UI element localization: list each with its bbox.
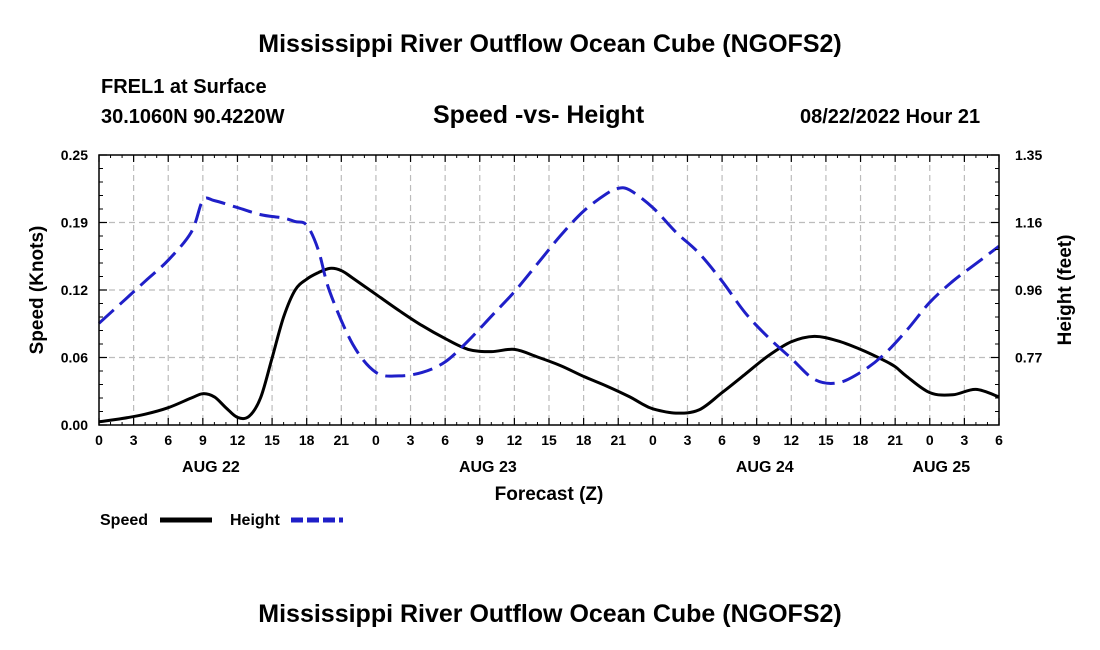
x-axis-title: Forecast (Z) — [495, 484, 604, 505]
x-day-label: AUG 23 — [459, 459, 517, 476]
x-tick-label: 6 — [718, 432, 726, 448]
x-tick-label: 6 — [164, 432, 172, 448]
y2-tick-label: 1.16 — [1015, 215, 1042, 231]
y2-tick-label: 0.77 — [1015, 350, 1042, 366]
x-tick-label: 3 — [960, 432, 968, 448]
x-tick-label: 9 — [753, 432, 761, 448]
x-tick-label: 21 — [887, 432, 903, 448]
x-tick-label: 0 — [95, 432, 103, 448]
x-tick-label: 21 — [334, 432, 350, 448]
y2-tick-label: 1.35 — [1015, 147, 1042, 163]
x-tick-label: 18 — [576, 432, 592, 448]
x-tick-label: 12 — [230, 432, 246, 448]
data-series — [97, 186, 1000, 424]
y-tick-label: 0.25 — [61, 147, 88, 163]
x-tick-label: 18 — [853, 432, 869, 448]
x-tick-label: 6 — [995, 432, 1003, 448]
x-tick-label: 21 — [610, 432, 626, 448]
station-label: FREL1 at Surface — [101, 76, 267, 98]
y-axis-title: Speed (Knots) — [27, 226, 48, 355]
y-tick-label: 0.06 — [61, 350, 88, 366]
x-tick-label: 9 — [199, 432, 207, 448]
y2-axis-title: Height (feet) — [1055, 235, 1076, 346]
legend: Speed Height — [100, 512, 343, 529]
x-tick-label: 15 — [818, 432, 834, 448]
y-tick-label: 0.19 — [61, 215, 88, 231]
grid-lines — [99, 155, 999, 425]
x-tick-label: 15 — [541, 432, 557, 448]
x-day-label: AUG 22 — [182, 459, 240, 476]
x-tick-label: 15 — [264, 432, 280, 448]
y-tick-label: 0.00 — [61, 417, 88, 433]
series-line-height — [97, 186, 1000, 385]
x-tick-label: 0 — [372, 432, 380, 448]
y2-tick-label: 0.96 — [1015, 282, 1042, 298]
speed-height-chart: 0 3 6 9 12 15 18 21 0 3 6 9 12 15 18 21 0 3 6 9 12 15 18 21 0 3 6A… — [27, 147, 1076, 529]
x-day-label: AUG 24 — [736, 459, 794, 476]
axes: 0 3 6 9 12 15 18 21 0 3 6 9 12 15 18 21 0 3 6 9 12 15 18 21 0 3 6A… — [61, 147, 1043, 476]
x-tick-label: 6 — [441, 432, 449, 448]
x-tick-label: 12 — [784, 432, 800, 448]
page-title: Mississippi River Outflow Ocean Cube (NG… — [258, 30, 842, 58]
x-tick-label: 3 — [684, 432, 692, 448]
x-day-label: AUG 25 — [912, 459, 970, 476]
legend-speed-label: Speed — [100, 512, 148, 529]
x-tick-label: 3 — [407, 432, 415, 448]
x-tick-label: 0 — [649, 432, 657, 448]
x-tick-label: 9 — [476, 432, 484, 448]
series-line-speed — [98, 266, 1000, 424]
x-tick-label: 12 — [507, 432, 523, 448]
x-tick-label: 3 — [130, 432, 138, 448]
forecast-datetime: 08/22/2022 Hour 21 — [800, 106, 981, 128]
footer-title: Mississippi River Outflow Ocean Cube (NG… — [258, 600, 842, 628]
x-tick-label: 0 — [926, 432, 934, 448]
x-tick-label: 18 — [299, 432, 315, 448]
station-coordinates: 30.1060N 90.4220W — [101, 106, 285, 128]
y-tick-label: 0.12 — [61, 282, 88, 298]
legend-height-label: Height — [230, 512, 280, 529]
chart-subtitle: Speed -vs- Height — [433, 101, 645, 129]
